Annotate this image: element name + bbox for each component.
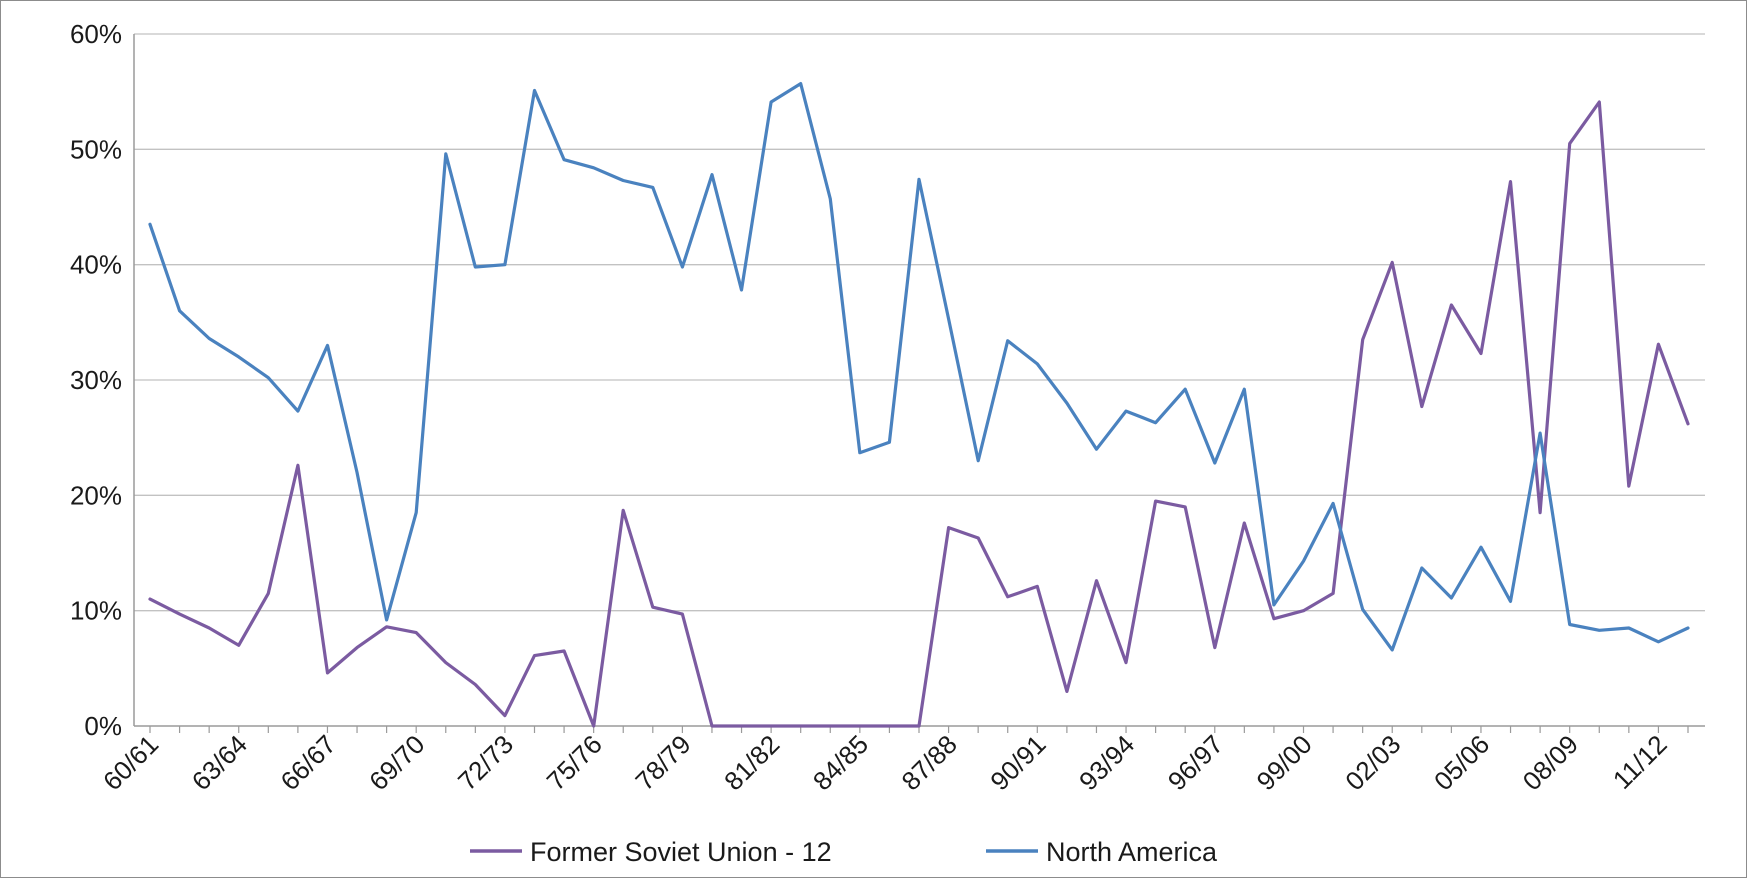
- x-tick-label: 66/67: [274, 729, 341, 796]
- x-tick-label: 84/85: [807, 729, 874, 796]
- y-tick-label: 60%: [70, 19, 122, 49]
- y-tick-label: 0%: [84, 711, 122, 741]
- axes: [133, 34, 1705, 733]
- y-tick-label: 50%: [70, 134, 122, 164]
- x-tick-label: 69/70: [363, 729, 430, 796]
- x-tick-label: 99/00: [1251, 729, 1318, 796]
- x-tick-label: 93/94: [1073, 729, 1140, 796]
- x-tick-label: 78/79: [629, 729, 696, 796]
- x-tick-label: 11/12: [1607, 729, 1673, 795]
- y-tick-label: 30%: [70, 365, 122, 395]
- x-tick-labels: 60/61 63/64 66/67 69/70 72/73 75/76 78/79 81/82…: [97, 729, 1673, 796]
- x-tick-label: 75/76: [541, 729, 608, 796]
- x-tick-label: 63/64: [186, 729, 253, 796]
- x-tick-label: 90/91: [984, 729, 1051, 796]
- legend: Former Soviet Union - 12 North America: [470, 837, 1218, 867]
- series-lines: [148, 81, 1690, 728]
- x-tick-label: 81/82: [718, 729, 785, 796]
- x-tick-label: 96/97: [1162, 729, 1229, 796]
- y-tick-labels: 0% 10% 20% 30% 40% 50% 60%: [70, 19, 122, 741]
- y-tick-label: 40%: [70, 250, 122, 280]
- gridlines: [134, 33, 1705, 612]
- x-tick-label: 05/06: [1428, 729, 1495, 796]
- legend-label-0: Former Soviet Union - 12: [530, 837, 832, 867]
- x-tick-label: 87/88: [896, 729, 963, 796]
- x-tick-label: 08/09: [1517, 729, 1584, 796]
- x-tick-label: 02/03: [1339, 729, 1406, 796]
- x-tick-label: 72/73: [452, 729, 519, 796]
- y-tick-label: 20%: [70, 480, 122, 510]
- y-tick-label: 10%: [70, 596, 122, 626]
- legend-label-1: North America: [1046, 837, 1218, 867]
- series-line-0: [148, 100, 1690, 728]
- series-line-1: [148, 81, 1690, 652]
